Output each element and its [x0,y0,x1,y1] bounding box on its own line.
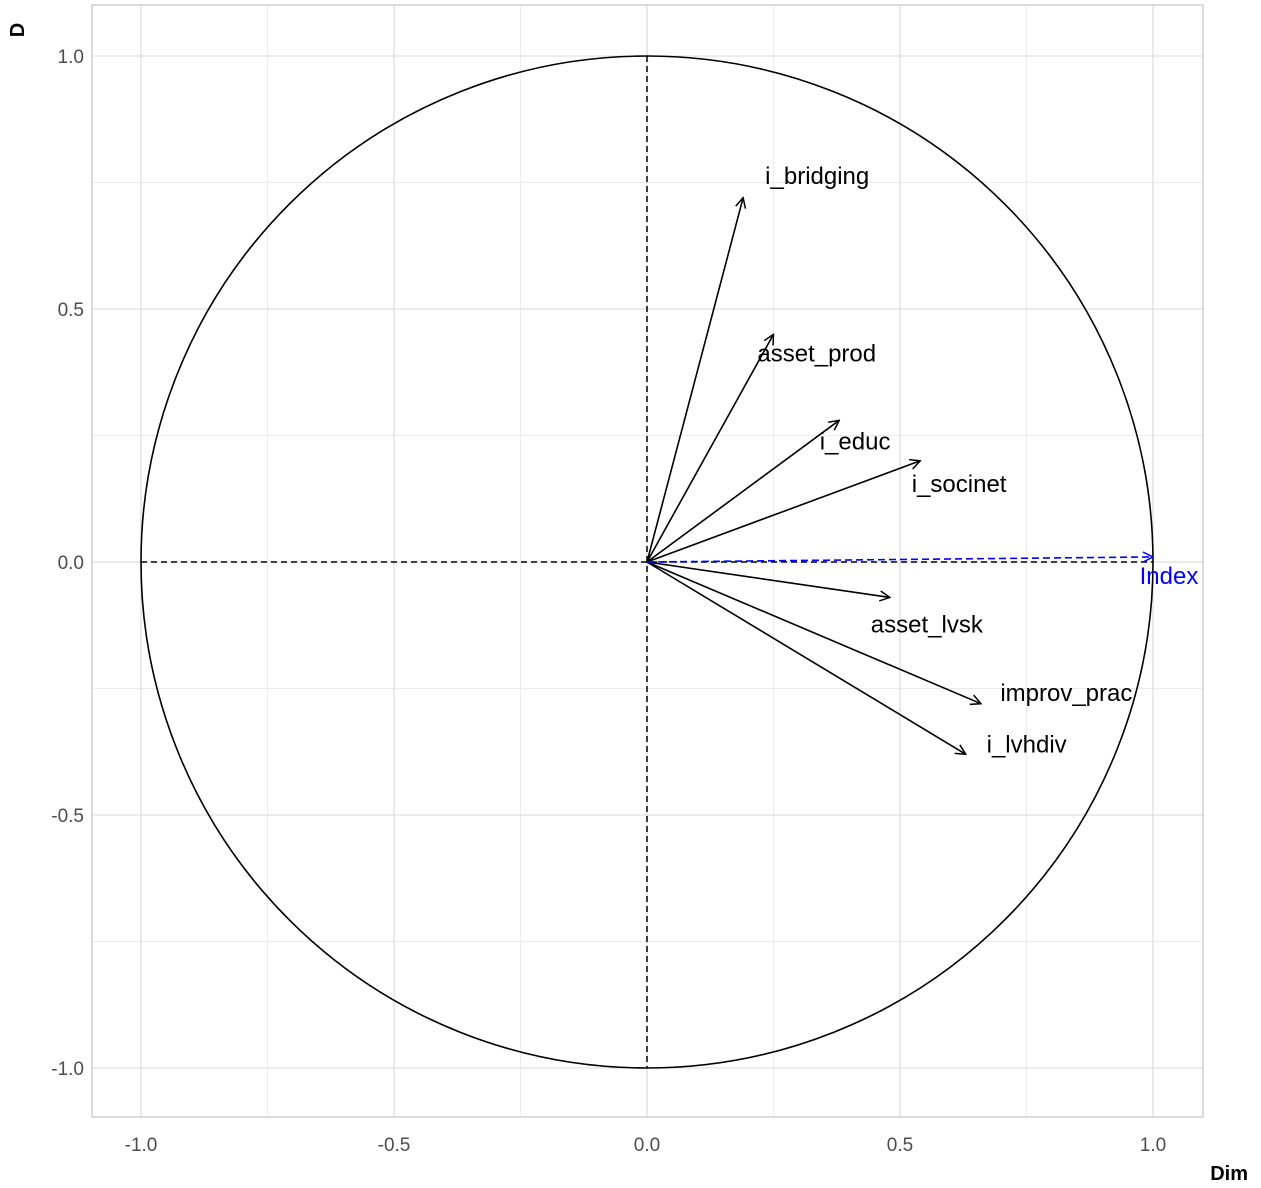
panel-frame [91,4,1204,1118]
y-tick-labels: -1.0 -0.5 0.0 0.5 1.0 [51,47,84,1080]
x-tick-labels: -1.0 -0.5 0.0 0.5 1.0 [125,1135,1167,1156]
label-i_educ: i_educ [820,429,891,456]
vector-i_bridging [646,198,743,563]
x-axis-title: Dim [1210,1163,1248,1185]
y-tick-label: -1.0 [51,1059,84,1080]
label-i_bridging: i_bridging [765,163,869,190]
label-Index: Index [1140,563,1199,590]
label-asset_lvsk: asset_lvsk [871,612,984,639]
variable-vectors [646,198,1153,755]
vector-i_lvhdiv [646,561,966,754]
y-tick-label: 0.0 [58,553,84,574]
x-tick-label: 0.0 [634,1135,660,1156]
vector-Index [646,557,1153,563]
x-tick-label: 1.0 [1140,1135,1166,1156]
label-asset_prod: asset_prod [757,340,876,367]
panel-border [91,4,1204,1118]
y-tick-label: 1.0 [58,47,84,68]
x-tick-label: -1.0 [125,1135,158,1156]
label-i_lvhdiv: i_lvhdiv [987,731,1067,758]
label-improv_prac: improv_prac [1000,680,1132,707]
variable-labels: i_bridging asset_prod i_educ i_socinetasset… [757,163,1198,758]
vector-i_socinet [646,461,920,563]
y-tick-label: -0.5 [51,806,84,827]
x-tick-label: -0.5 [378,1135,411,1156]
x-tick-label: 0.5 [887,1135,913,1156]
vector-asset_lvsk [646,561,890,597]
y-axis-title: D [7,23,29,37]
vector-improv_prac [646,561,981,704]
vector-i_educ [646,420,839,563]
label-i_socinet: i_socinet [912,471,1007,498]
y-tick-label: 0.5 [58,300,84,321]
vector-asset_prod [646,334,774,563]
